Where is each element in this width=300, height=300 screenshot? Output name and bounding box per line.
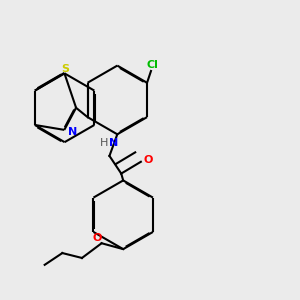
Text: Cl: Cl (146, 60, 158, 70)
Text: N: N (109, 138, 118, 148)
Text: H: H (99, 138, 108, 148)
Text: N: N (68, 127, 77, 137)
Text: O: O (143, 155, 152, 165)
Text: O: O (93, 233, 102, 243)
Text: S: S (61, 64, 69, 74)
